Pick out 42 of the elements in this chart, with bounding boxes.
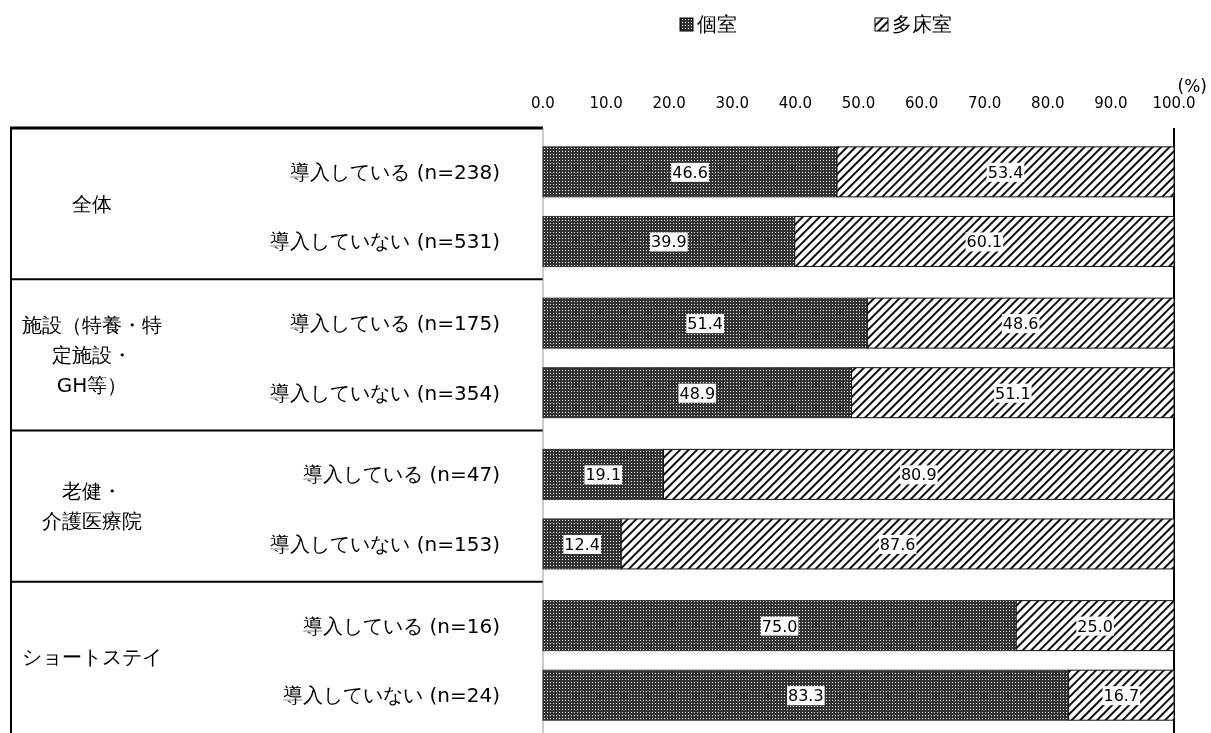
data-label: 16.7 [1103,686,1140,706]
data-label: 83.3 [788,686,824,706]
data-label: 60.1 [966,232,1003,252]
data-label: 53.4 [987,162,1024,182]
x-tick-label: 60.0 [904,94,939,112]
data-label: 48.6 [1002,314,1039,334]
x-tick-label: 30.0 [715,94,749,112]
y-tick-label: 導入している (n=238) [290,159,500,184]
text: 全体 [72,191,112,216]
y-tick-label: 導入していない (n=153) [270,531,500,556]
text: 老健・介護医療院 [42,479,142,534]
x-tick-label: 40.0 [778,94,813,112]
data-label: 87.6 [879,534,916,554]
y-tick-label: 導入している (n=175) [290,311,500,336]
x-tick-label: 70.0 [968,94,1002,112]
x-tick-label: 20.0 [652,94,686,112]
y-tick-label: 導入している (n=47) [303,462,500,487]
y-tick-label: 導入している (n=16) [303,613,500,638]
x-tick-label: 80.0 [1031,94,1065,112]
legend-label: 多床室 [892,12,952,36]
legend-label: 個室 [697,12,737,36]
data-label: 46.6 [672,162,708,182]
data-label: 75.0 [761,616,798,636]
y-tick-label: 導入していない (n=354) [270,380,500,405]
text: 施設（特養・特定施設・GH等） [22,312,162,397]
data-label: 48.9 [679,383,716,403]
data-label: 51.4 [687,314,723,334]
data-label: 80.9 [900,465,937,485]
y-tick-label: 導入していない (n=531) [270,229,500,254]
data-label: 25.0 [1077,616,1113,636]
x-tick-label: 50.0 [841,94,876,112]
text: ショートステイ [22,645,162,670]
data-label: 51.1 [994,383,1031,403]
data-label: 39.9 [651,232,687,252]
x-tick-label: 100.0 [1152,94,1196,112]
x-tick-label: 0.0 [531,94,555,112]
data-label: 12.4 [564,534,600,554]
x-tick-label: 10.0 [589,94,623,112]
x-tick-label: 90.0 [1094,94,1128,112]
y-tick-label: 導入していない (n=24) [283,683,500,708]
data-label: 19.1 [585,465,622,485]
x-axis-title: (%) [1177,76,1207,96]
